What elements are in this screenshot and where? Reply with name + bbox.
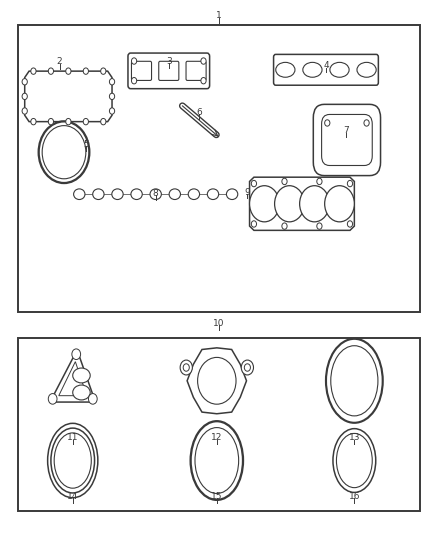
Ellipse shape xyxy=(326,339,383,423)
Circle shape xyxy=(110,93,115,100)
Circle shape xyxy=(88,393,97,404)
Ellipse shape xyxy=(112,189,123,199)
Circle shape xyxy=(31,118,36,125)
Text: 2: 2 xyxy=(57,58,63,66)
FancyBboxPatch shape xyxy=(18,338,420,511)
Ellipse shape xyxy=(169,189,180,199)
Circle shape xyxy=(31,68,36,74)
Circle shape xyxy=(22,93,27,100)
Circle shape xyxy=(300,185,329,222)
Circle shape xyxy=(101,118,106,125)
Text: 12: 12 xyxy=(211,433,223,442)
FancyBboxPatch shape xyxy=(274,54,378,85)
FancyBboxPatch shape xyxy=(159,61,179,80)
Circle shape xyxy=(282,223,287,229)
Circle shape xyxy=(180,360,192,375)
FancyBboxPatch shape xyxy=(128,53,210,88)
Circle shape xyxy=(48,393,57,404)
Ellipse shape xyxy=(331,346,378,416)
Circle shape xyxy=(22,78,27,85)
Circle shape xyxy=(101,68,106,74)
Ellipse shape xyxy=(131,189,142,199)
FancyBboxPatch shape xyxy=(186,61,206,80)
Circle shape xyxy=(201,77,206,84)
Circle shape xyxy=(244,364,251,371)
Ellipse shape xyxy=(48,423,98,498)
Text: 14: 14 xyxy=(67,491,78,500)
Text: 7: 7 xyxy=(343,126,349,135)
Circle shape xyxy=(183,364,189,371)
Ellipse shape xyxy=(74,189,85,199)
Ellipse shape xyxy=(191,421,243,500)
Text: 16: 16 xyxy=(349,491,360,500)
Text: 3: 3 xyxy=(166,58,172,66)
Text: 8: 8 xyxy=(153,189,159,198)
FancyBboxPatch shape xyxy=(313,104,381,175)
Circle shape xyxy=(72,349,81,360)
Circle shape xyxy=(250,185,279,222)
Ellipse shape xyxy=(73,385,90,400)
Circle shape xyxy=(48,118,53,125)
FancyBboxPatch shape xyxy=(321,115,372,165)
Polygon shape xyxy=(250,177,354,230)
Ellipse shape xyxy=(195,427,239,494)
Circle shape xyxy=(282,178,287,184)
FancyBboxPatch shape xyxy=(18,25,420,312)
Circle shape xyxy=(347,180,353,187)
Circle shape xyxy=(66,118,71,125)
Circle shape xyxy=(251,221,257,227)
Circle shape xyxy=(364,120,369,126)
Ellipse shape xyxy=(51,428,95,493)
Circle shape xyxy=(275,185,304,222)
Circle shape xyxy=(110,78,115,85)
Circle shape xyxy=(42,126,86,179)
Text: 4: 4 xyxy=(323,61,329,70)
Text: 11: 11 xyxy=(67,433,78,442)
Circle shape xyxy=(251,180,257,187)
Text: 13: 13 xyxy=(349,433,360,442)
Circle shape xyxy=(201,58,206,64)
Polygon shape xyxy=(25,71,112,122)
Ellipse shape xyxy=(330,62,349,77)
Circle shape xyxy=(317,223,322,229)
Circle shape xyxy=(317,178,322,184)
Circle shape xyxy=(39,122,89,183)
Circle shape xyxy=(131,77,137,84)
Circle shape xyxy=(347,221,353,227)
Ellipse shape xyxy=(276,62,295,77)
Ellipse shape xyxy=(150,189,161,199)
Circle shape xyxy=(22,108,27,114)
Text: 6: 6 xyxy=(197,108,202,117)
Text: 9: 9 xyxy=(244,188,250,197)
Circle shape xyxy=(110,108,115,114)
Ellipse shape xyxy=(303,62,322,77)
Ellipse shape xyxy=(73,368,90,383)
Circle shape xyxy=(48,68,53,74)
Text: 1: 1 xyxy=(216,11,222,20)
Ellipse shape xyxy=(93,189,104,199)
Text: 5: 5 xyxy=(83,140,89,149)
Ellipse shape xyxy=(54,433,91,488)
Ellipse shape xyxy=(333,429,376,492)
Text: 15: 15 xyxy=(211,491,223,500)
Circle shape xyxy=(241,360,254,375)
Ellipse shape xyxy=(226,189,238,199)
Circle shape xyxy=(66,68,71,74)
Polygon shape xyxy=(59,362,87,395)
Circle shape xyxy=(325,185,354,222)
Ellipse shape xyxy=(188,189,200,199)
Ellipse shape xyxy=(336,433,372,488)
Polygon shape xyxy=(50,350,95,402)
Circle shape xyxy=(191,350,242,411)
Ellipse shape xyxy=(357,62,376,77)
Circle shape xyxy=(325,120,330,126)
Ellipse shape xyxy=(207,189,219,199)
Text: 10: 10 xyxy=(213,319,225,328)
Circle shape xyxy=(83,68,88,74)
Circle shape xyxy=(83,118,88,125)
FancyBboxPatch shape xyxy=(131,61,152,80)
Polygon shape xyxy=(187,348,247,414)
Circle shape xyxy=(198,358,236,404)
Circle shape xyxy=(131,58,137,64)
